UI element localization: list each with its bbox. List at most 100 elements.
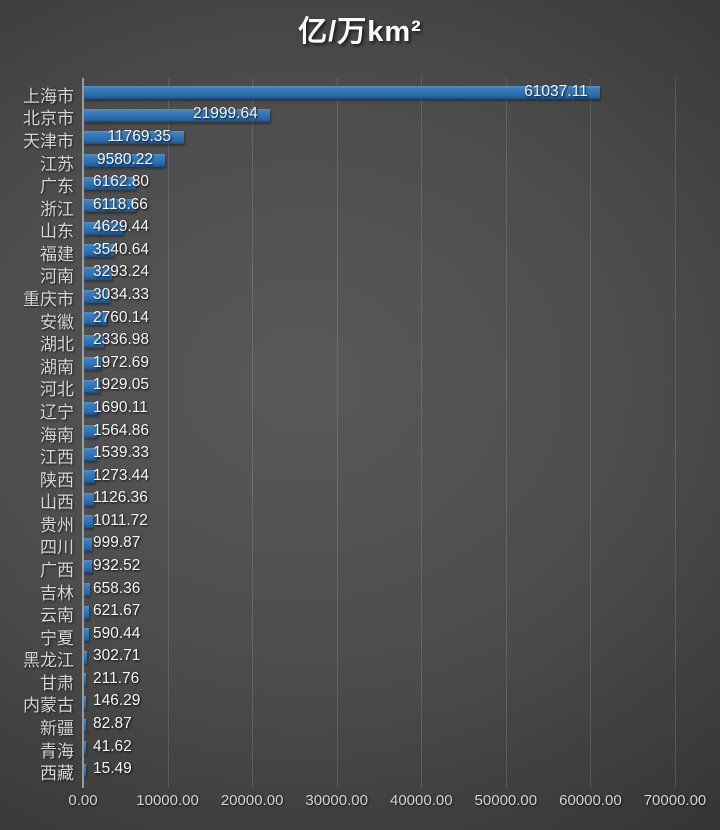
data-bar bbox=[84, 266, 112, 280]
value-label: 590.44 bbox=[93, 624, 141, 642]
category-label: 陕西 bbox=[40, 470, 74, 490]
category-label: 河南 bbox=[40, 267, 74, 287]
value-label: 3034.33 bbox=[93, 286, 150, 304]
value-label: 1273.44 bbox=[93, 466, 150, 484]
data-bar bbox=[84, 741, 86, 755]
x-axis-tick-label: 70000.00 bbox=[643, 792, 707, 809]
data-bar bbox=[84, 357, 101, 371]
data-bar bbox=[84, 650, 87, 664]
category-label: 海南 bbox=[40, 425, 74, 445]
category-label: 贵州 bbox=[40, 515, 74, 535]
value-label: 999.87 bbox=[93, 534, 141, 552]
data-bar bbox=[84, 695, 86, 709]
category-label: 辽宁 bbox=[40, 402, 74, 422]
category-label: 上海市 bbox=[23, 86, 74, 106]
category-label: 西藏 bbox=[40, 764, 74, 784]
value-label: 932.52 bbox=[93, 556, 141, 574]
value-label: 2760.14 bbox=[93, 308, 150, 326]
x-axis-tick-label: 0.00 bbox=[68, 792, 98, 809]
category-label: 新疆 bbox=[40, 719, 74, 739]
data-bar bbox=[84, 470, 95, 484]
data-bar bbox=[84, 537, 93, 551]
value-label: 2336.98 bbox=[93, 331, 150, 349]
category-label: 湖北 bbox=[40, 335, 74, 355]
data-bar bbox=[84, 763, 86, 777]
data-bar bbox=[84, 176, 137, 190]
value-label: 302.71 bbox=[93, 647, 141, 665]
category-label: 福建 bbox=[40, 244, 74, 264]
value-label: 82.87 bbox=[93, 715, 132, 733]
category-label: 广西 bbox=[40, 560, 74, 580]
data-bar bbox=[84, 221, 124, 235]
gridline bbox=[421, 78, 423, 788]
category-label: 广东 bbox=[40, 177, 74, 197]
value-label: 658.36 bbox=[93, 579, 141, 597]
category-label: 山西 bbox=[40, 493, 74, 513]
value-label: 3293.24 bbox=[93, 263, 150, 281]
gridline bbox=[336, 78, 338, 788]
data-bar bbox=[84, 583, 90, 597]
category-label: 重庆市 bbox=[23, 290, 74, 310]
data-bar bbox=[84, 515, 93, 529]
value-label: 211.76 bbox=[93, 669, 140, 687]
data-bar bbox=[84, 605, 90, 619]
data-bar bbox=[84, 402, 99, 416]
x-axis-tick-label: 20000.00 bbox=[220, 792, 284, 809]
data-bar bbox=[84, 244, 114, 258]
value-label: 146.29 bbox=[93, 692, 141, 710]
data-bar bbox=[84, 560, 92, 574]
data-bar bbox=[84, 334, 104, 348]
x-axis-tick-label: 40000.00 bbox=[389, 792, 453, 809]
category-label: 天津市 bbox=[23, 131, 74, 151]
category-label: 湖南 bbox=[40, 357, 74, 377]
value-label: 1126.36 bbox=[93, 489, 148, 507]
gridline bbox=[167, 78, 169, 788]
data-bar bbox=[84, 628, 89, 642]
data-bar bbox=[84, 199, 136, 213]
value-label: 1690.11 bbox=[93, 398, 148, 416]
gridline bbox=[590, 78, 592, 788]
value-label: 41.62 bbox=[93, 737, 132, 755]
value-label: 1972.69 bbox=[93, 353, 150, 371]
value-label: 1929.05 bbox=[93, 376, 150, 394]
category-label: 浙江 bbox=[40, 199, 74, 219]
category-label: 甘肃 bbox=[40, 673, 74, 693]
value-label: 621.67 bbox=[93, 602, 141, 620]
value-label: 11769.35 bbox=[107, 127, 172, 145]
category-label: 江苏 bbox=[40, 154, 74, 174]
value-label: 4629.44 bbox=[93, 218, 150, 236]
data-bar bbox=[84, 447, 98, 461]
category-label: 四川 bbox=[40, 538, 74, 558]
gridline bbox=[505, 78, 507, 788]
data-bar bbox=[84, 718, 86, 732]
value-axis-line bbox=[82, 78, 84, 788]
gridline bbox=[252, 78, 254, 788]
category-label: 江西 bbox=[40, 448, 74, 468]
x-axis-tick-label: 30000.00 bbox=[305, 792, 368, 809]
category-label: 黑龙江 bbox=[23, 651, 74, 671]
value-label: 3540.64 bbox=[93, 240, 150, 258]
data-bar bbox=[84, 492, 94, 506]
category-label: 北京市 bbox=[23, 109, 74, 129]
x-axis-tick-label: 10000.00 bbox=[136, 792, 199, 809]
category-label: 云南 bbox=[40, 606, 74, 626]
data-bar bbox=[84, 86, 601, 100]
data-bar bbox=[84, 289, 110, 303]
data-bar bbox=[84, 379, 101, 393]
category-label: 宁夏 bbox=[40, 628, 74, 648]
category-label: 山东 bbox=[40, 222, 74, 242]
value-label: 15.49 bbox=[93, 760, 132, 778]
gridline bbox=[675, 78, 676, 788]
value-label: 21999.64 bbox=[193, 105, 258, 123]
value-label: 9580.22 bbox=[97, 150, 154, 168]
value-label: 6118.66 bbox=[93, 195, 148, 213]
value-label: 1011.72 bbox=[93, 511, 148, 529]
value-label: 61037.11 bbox=[524, 82, 588, 100]
chart-title: 亿/万km² bbox=[298, 16, 422, 48]
value-label: 1539.33 bbox=[93, 444, 150, 462]
category-label: 内蒙古 bbox=[23, 696, 74, 716]
value-label: 1564.86 bbox=[93, 421, 150, 439]
category-label: 青海 bbox=[40, 741, 74, 761]
data-bar bbox=[84, 312, 108, 326]
